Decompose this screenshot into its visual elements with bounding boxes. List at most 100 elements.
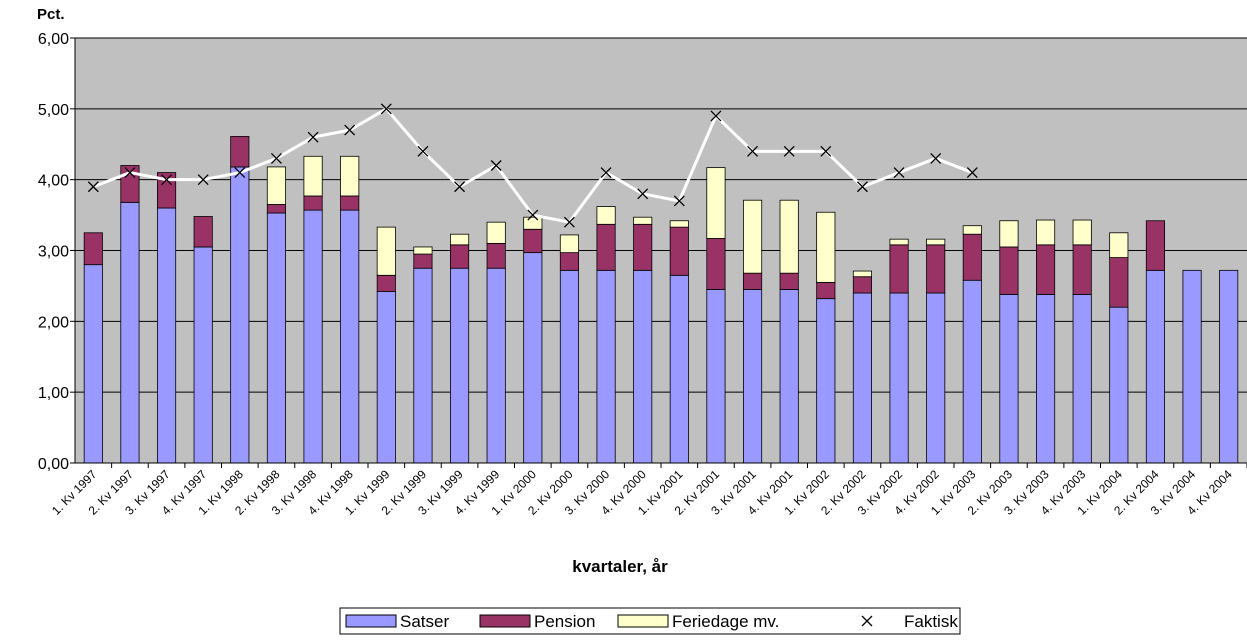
marker — [270, 152, 282, 164]
legend-swatch — [861, 615, 873, 627]
bar-segment — [596, 223, 616, 271]
marker — [161, 174, 173, 186]
bar-segment — [486, 267, 506, 464]
bar-segment — [926, 244, 946, 294]
bar-segment — [743, 199, 763, 274]
bar-segment — [852, 270, 872, 278]
bar-segment — [450, 233, 470, 246]
bar-segment — [376, 226, 396, 276]
bar-segment — [816, 281, 836, 300]
bar-segment — [559, 269, 579, 464]
bar-segment — [120, 165, 140, 203]
marker — [234, 167, 246, 179]
bar-segment — [779, 272, 799, 290]
bar-segment — [486, 221, 506, 244]
y-tick-label: 5,00 — [38, 102, 69, 119]
bar-segment — [193, 216, 213, 248]
bar-segment — [376, 291, 396, 464]
bar-segment — [743, 289, 763, 464]
bar-segment — [999, 220, 1019, 248]
bar-segment — [962, 233, 982, 281]
bar-segment — [779, 199, 799, 274]
bar-segment — [1072, 244, 1092, 295]
marker — [454, 181, 466, 193]
bar-segment — [266, 166, 286, 205]
marker — [527, 209, 539, 221]
bar-segment — [596, 269, 616, 464]
bar-segment — [303, 195, 323, 211]
marker — [417, 145, 429, 157]
marker — [600, 167, 612, 179]
bar-segment — [450, 267, 470, 464]
bar-segment — [633, 216, 653, 225]
bar-segment — [779, 289, 799, 464]
bar-segment — [230, 136, 250, 168]
bar-segment — [340, 209, 360, 464]
bar-segment — [1036, 244, 1056, 295]
bar-segment — [669, 220, 689, 228]
marker — [930, 152, 942, 164]
y-tick-label: 6,00 — [38, 31, 69, 48]
bar-segment — [1072, 219, 1092, 246]
bar-segment — [852, 276, 872, 294]
bar-segment — [926, 292, 946, 464]
marker — [893, 167, 905, 179]
bar-segment — [1109, 232, 1129, 258]
y-tick-label: 0,00 — [38, 456, 69, 473]
y-tick-label: 4,00 — [38, 173, 69, 190]
bar-segment — [999, 294, 1019, 464]
bar-segment — [413, 246, 433, 255]
bar-segment — [1109, 306, 1129, 464]
marker — [783, 145, 795, 157]
marker — [710, 110, 722, 122]
bar-segment — [450, 244, 470, 269]
legend-label: Faktisk — [904, 612, 958, 631]
bar-segment — [706, 289, 726, 464]
bar-segment — [889, 244, 909, 294]
bar-segment — [83, 264, 103, 464]
bar-segment — [1109, 257, 1129, 308]
bar-segment — [1145, 269, 1165, 464]
bar-segment — [669, 274, 689, 464]
legend-label: Satser — [400, 612, 449, 631]
bar-segment — [523, 252, 543, 464]
marker — [87, 181, 99, 193]
bar-segment — [559, 234, 579, 254]
y-axis-title: Pct. — [37, 6, 65, 23]
bar-segment — [889, 238, 909, 246]
bar-segment — [1219, 269, 1239, 464]
marker — [344, 124, 356, 136]
bar-segment — [376, 274, 396, 292]
bar-segment — [1182, 269, 1202, 464]
y-tick-label: 3,00 — [38, 244, 69, 261]
bar-segment — [303, 209, 323, 464]
legend-swatch — [479, 614, 531, 628]
bar-segment — [266, 212, 286, 464]
bar-segment — [926, 238, 946, 246]
bar-segment — [816, 298, 836, 464]
legend-swatch — [345, 614, 397, 628]
bar-segment — [83, 232, 103, 266]
bar-segment — [889, 292, 909, 464]
bar-segment — [413, 253, 433, 269]
bar-segment — [596, 206, 616, 225]
marker — [124, 167, 136, 179]
marker — [380, 103, 392, 115]
marker — [197, 174, 209, 186]
marker — [637, 188, 649, 200]
bar-segment — [743, 272, 763, 290]
bar-segment — [999, 246, 1019, 295]
marker — [307, 131, 319, 143]
marker — [856, 181, 868, 193]
legend-label: Feriedage mv. — [672, 612, 779, 631]
bar-segment — [633, 269, 653, 464]
bar-segment — [816, 211, 836, 283]
marker — [747, 145, 759, 157]
legend-swatch — [617, 614, 669, 628]
bar-segment — [852, 292, 872, 464]
marker — [673, 195, 685, 207]
bar-segment — [669, 226, 689, 276]
bar-segment — [1072, 294, 1092, 464]
bar-segment — [706, 238, 726, 290]
bar-segment — [1036, 219, 1056, 246]
